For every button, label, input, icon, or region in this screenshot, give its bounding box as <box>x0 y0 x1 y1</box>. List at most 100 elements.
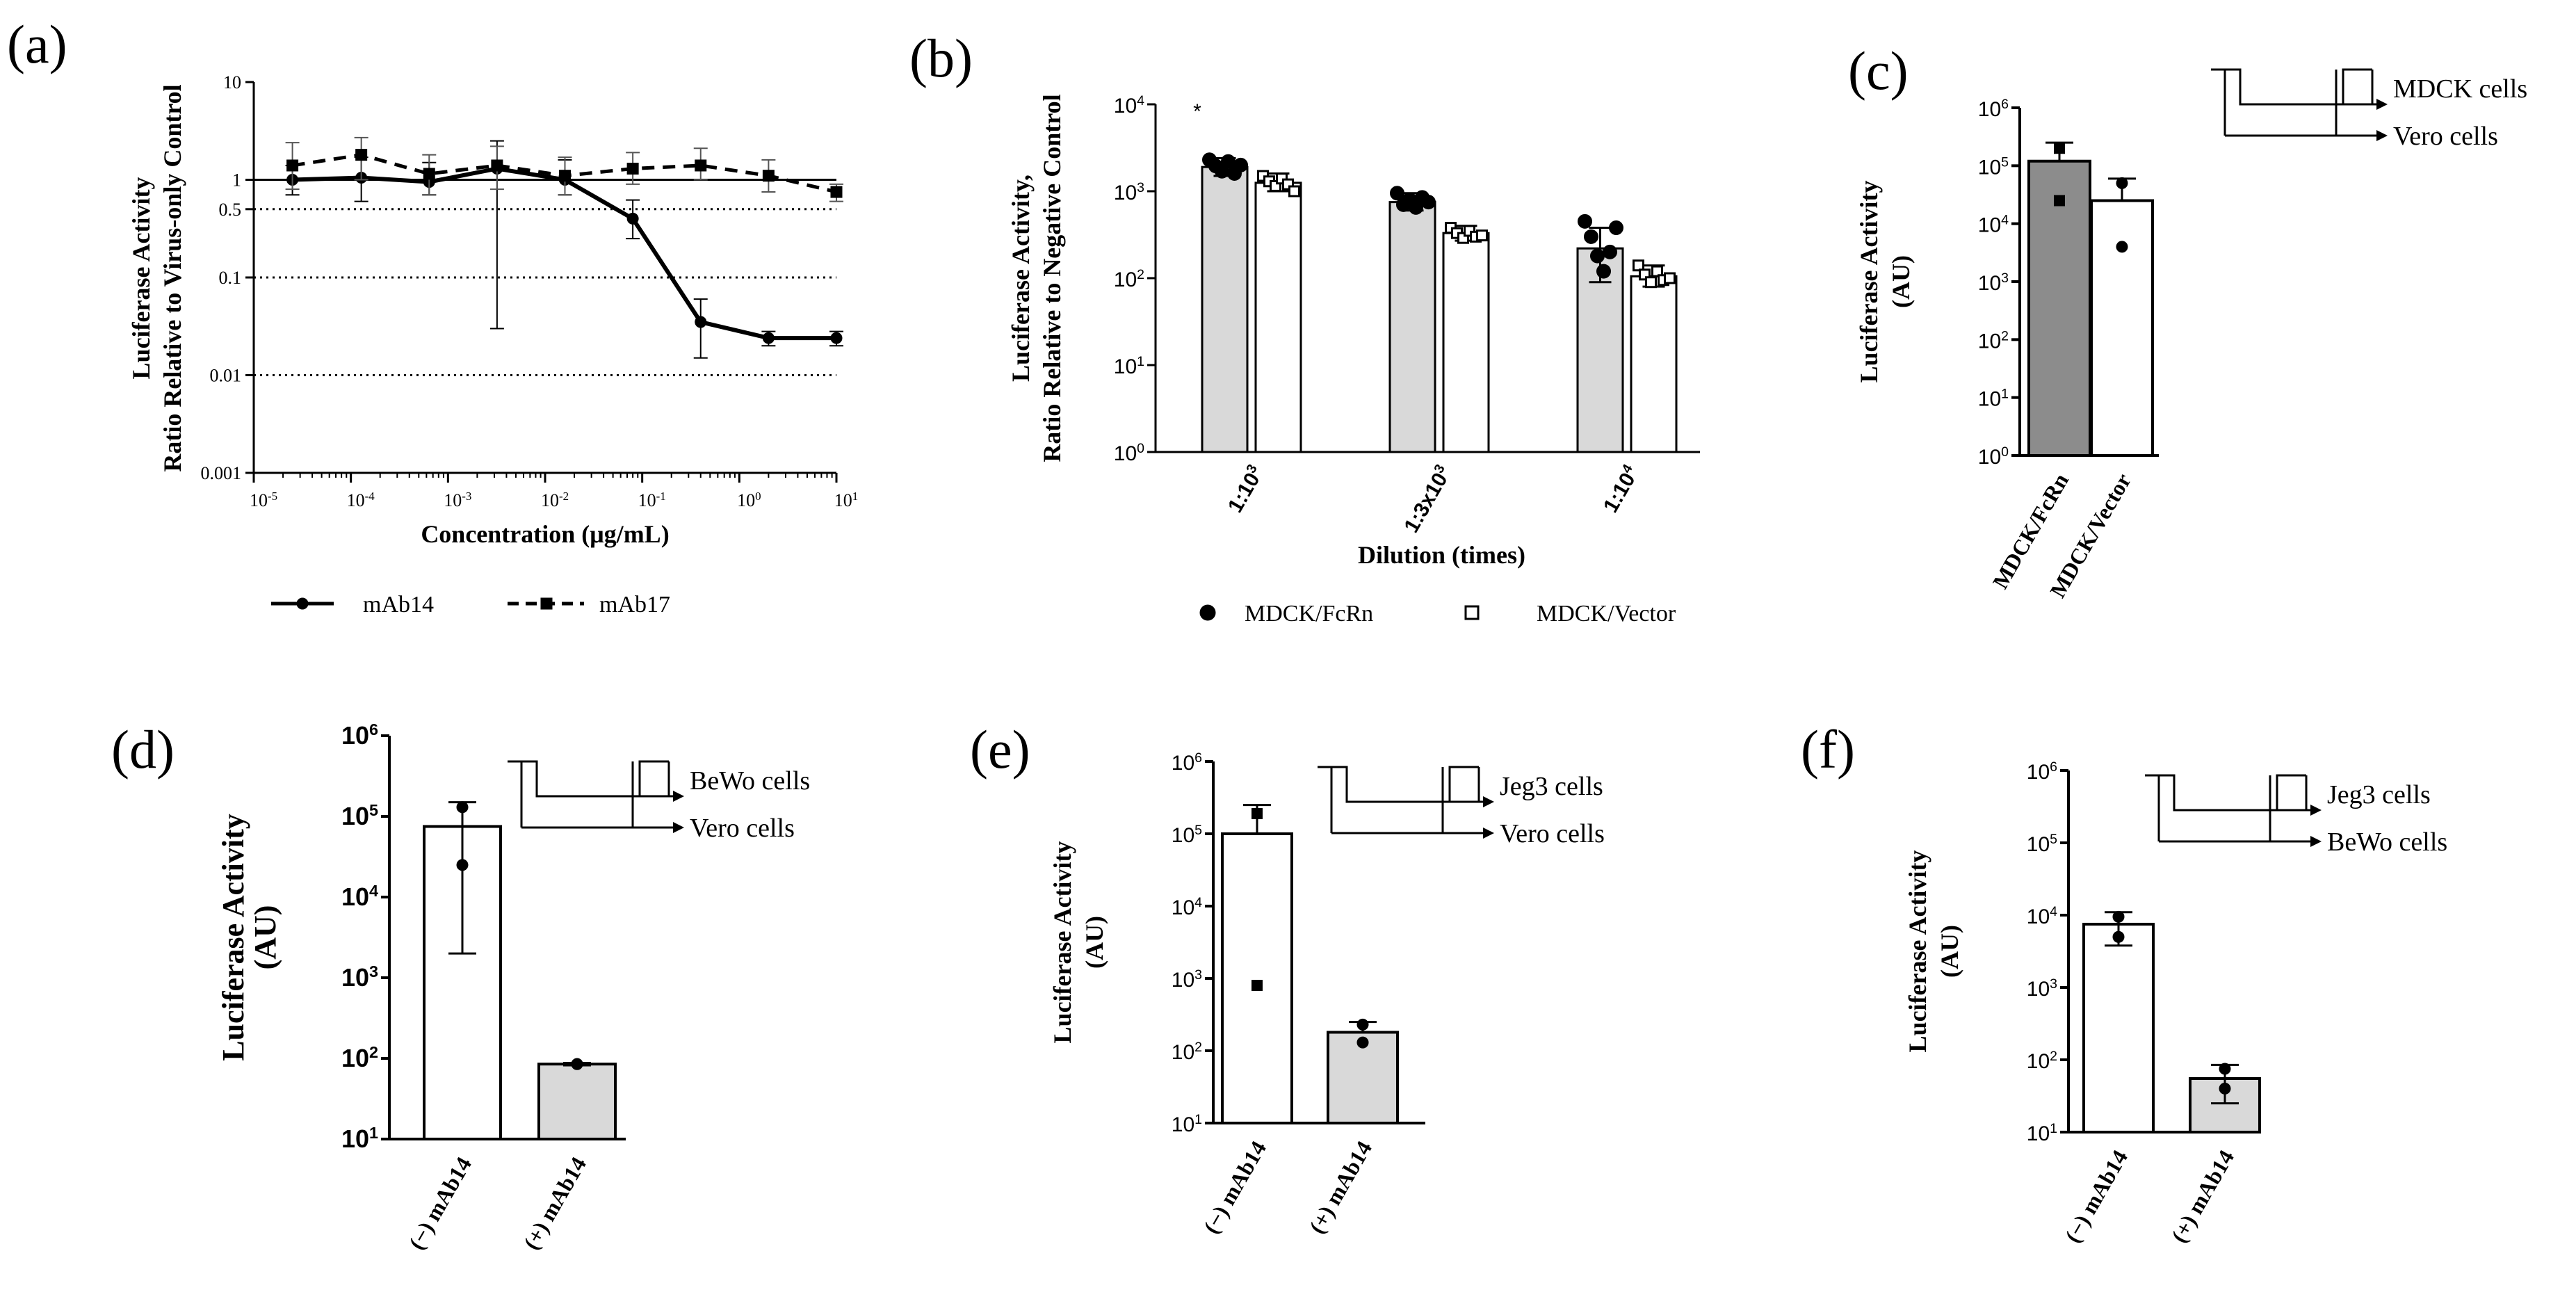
data-point-MDCK/FcRn <box>1578 213 1592 229</box>
diagram-label-bottom: Vero cells <box>2393 122 2498 151</box>
y-tick-label: 101 <box>1114 354 1144 378</box>
transwell-outline <box>2145 774 2306 812</box>
y-tick-label: 106 <box>1978 97 2009 121</box>
y-tick-label: 103 <box>2027 976 2057 1001</box>
x-tick-label: 10-1 <box>638 490 666 511</box>
bar-MDCK/FcRn <box>1201 166 1249 453</box>
transwell-diagram: BeWo cells Vero cells <box>508 760 810 843</box>
legend-label-MDCK-Vector: MDCK/Vector <box>1537 601 1676 627</box>
y-tick-label: 102 <box>341 1043 378 1072</box>
y-tick-label: 103 <box>1114 180 1144 204</box>
panel-label-e: (e) <box>970 719 1030 780</box>
data-point-MDCK/FcRn <box>1603 244 1617 259</box>
data-point-mAb17 <box>355 149 368 161</box>
bar-0 <box>2027 159 2091 457</box>
data-point-MDCK/FcRn <box>1233 157 1248 172</box>
arrow-head-top <box>673 791 684 802</box>
y-tick-label: 105 <box>2027 832 2057 856</box>
data-point <box>1251 808 1263 820</box>
arrow-head-bottom <box>2376 130 2388 141</box>
y-tick-label: 105 <box>341 801 378 830</box>
data-point <box>2112 910 2125 923</box>
data-point <box>2054 143 2065 154</box>
y-axis-title: (AU) <box>248 905 282 970</box>
data-point-MDCK/Vector <box>1288 185 1300 197</box>
y-tick-label: 100 <box>1978 444 2009 469</box>
y-tick-label: 105 <box>1172 823 1202 847</box>
diagram-label-top: Jeg3 cells <box>1500 772 1603 801</box>
y-axis-title: Luciferase Activity, <box>1007 175 1035 382</box>
chart-b: 104 103 102 101 100 1:103 1:3x103 1:104 * Lucifer… <box>1007 93 1700 627</box>
y-axis-title: Luciferase Activity <box>127 177 155 380</box>
y-tick-label: 104 <box>2027 904 2057 928</box>
diagram-label-bottom: BeWo cells <box>2327 828 2447 857</box>
y-tick-label: 10 <box>223 72 241 92</box>
y-tick-label: 105 <box>1978 154 2009 179</box>
y-axis-title: Ratio Relative to Negative Control <box>1038 94 1066 462</box>
data-point-mAb17 <box>830 186 843 198</box>
chart-c: 106105104103102101100MDCK/FcRnMDCK/Vecto… <box>1855 68 2527 602</box>
data-point <box>1356 1036 1369 1049</box>
y-tick-label: 102 <box>1978 328 2009 353</box>
arrow-head-top <box>2310 805 2322 816</box>
significance-star: * <box>1193 100 1201 123</box>
panel-label-c: (c) <box>1848 40 1909 101</box>
x-category-label: (+) mAb14 <box>518 1153 591 1254</box>
y-tick-label: 101 <box>1978 387 2009 411</box>
data-point-MDCK/Vector <box>1633 259 1644 272</box>
data-point-MDCK/Vector <box>1651 265 1663 277</box>
data-point-mAb17 <box>286 159 299 172</box>
transwell-diagram: MDCK cells Vero cells <box>2211 68 2527 151</box>
x-category-label: (−) mAb14 <box>403 1153 476 1254</box>
bar-MDCK/Vector <box>1254 181 1302 453</box>
x-tick-label: 10-2 <box>541 490 569 511</box>
data-point-mAb17 <box>626 162 639 175</box>
x-category-label: 1:3x103 <box>1399 462 1457 537</box>
data-point-MDCK/Vector <box>1645 276 1657 289</box>
diagram-label-top: BeWo cells <box>690 766 810 796</box>
data-point <box>456 859 469 871</box>
legend-label-mAb17: mAb17 <box>599 592 670 618</box>
diagram-label-top: MDCK cells <box>2393 74 2527 104</box>
y-axis-title: Luciferase Activity <box>216 814 250 1061</box>
data-point <box>2054 195 2065 207</box>
y-axis-title: (AU) <box>1080 916 1108 969</box>
data-point-mAb17 <box>762 170 775 182</box>
data-point <box>2116 177 2128 189</box>
data-point-mAb14 <box>762 332 775 344</box>
y-tick-label: 106 <box>1172 750 1202 775</box>
x-category-label: 1:103 <box>1222 462 1268 517</box>
data-point-mAb14 <box>830 332 843 344</box>
y-tick-label: 1 <box>232 170 241 191</box>
y-tick-label: 104 <box>341 882 378 911</box>
data-point <box>571 1058 583 1070</box>
arrow-head-bottom <box>673 822 684 833</box>
bar-1 <box>2090 199 2154 457</box>
y-tick-label: 0.01 <box>210 366 242 386</box>
diagram-label-bottom: Vero cells <box>690 814 795 843</box>
data-point-mAb17 <box>695 159 707 172</box>
y-axis-title: Luciferase Activity <box>1904 850 1931 1053</box>
panel-label-d: (d) <box>111 719 175 780</box>
data-point-MDCK/FcRn <box>1609 220 1623 236</box>
y-tick-label: 104 <box>1172 895 1202 919</box>
x-axis-title: Dilution (times) <box>1358 541 1525 569</box>
data-point <box>2112 930 2125 943</box>
transwell-outline <box>508 760 669 798</box>
y-tick-label: 102 <box>1114 267 1144 291</box>
data-point-mAb14 <box>626 212 639 225</box>
data-point-MDCK/FcRn <box>1421 195 1436 210</box>
legend-marker-mAb14 <box>296 597 309 610</box>
x-category-label: 1:104 <box>1598 462 1644 517</box>
data-point-mAb17 <box>491 159 503 172</box>
y-tick-label: 104 <box>1114 93 1144 118</box>
transwell-diagram: Jeg3 cells Vero cells <box>1318 766 1605 848</box>
y-tick-label: 104 <box>1978 213 2009 237</box>
panel-label-b: (b) <box>909 28 973 88</box>
bar-MDCK/Vector <box>1630 275 1678 453</box>
y-tick-label: 0.001 <box>201 463 242 483</box>
legend-label-MDCK-FcRn: MDCK/FcRn <box>1245 601 1373 627</box>
y-axis-title: Luciferase Activity <box>1855 181 1883 383</box>
